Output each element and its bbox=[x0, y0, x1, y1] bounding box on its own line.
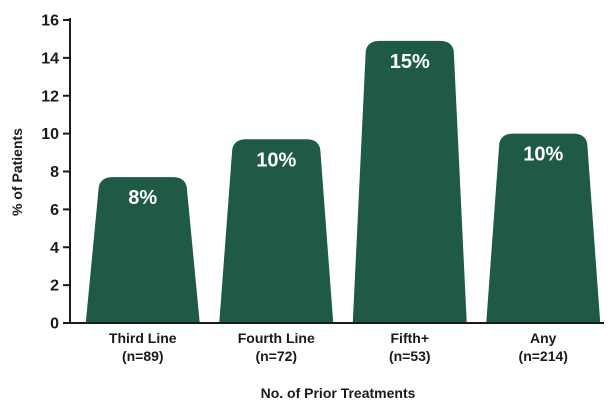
x-axis-category-labels: Third Line (n=89) Fourth Line (n=72) Fifth+ (… bbox=[109, 330, 568, 364]
y-tick-label: 12 bbox=[41, 88, 59, 105]
bar bbox=[219, 139, 334, 323]
x-category-label: Fourth Line bbox=[238, 330, 315, 346]
y-tick-label: 2 bbox=[50, 278, 59, 295]
y-tick-label: 4 bbox=[50, 240, 59, 257]
y-tick-label: 16 bbox=[41, 13, 59, 30]
x-category-sublabel: (n=214) bbox=[519, 348, 568, 364]
y-tick-label: 14 bbox=[41, 50, 59, 67]
x-category-sublabel: (n=53) bbox=[389, 348, 431, 364]
bar-value-label: 8% bbox=[128, 187, 157, 209]
bar bbox=[486, 133, 601, 323]
x-category-label: Third Line bbox=[109, 330, 177, 346]
bar-value-label: 10% bbox=[256, 149, 296, 171]
bar bbox=[352, 40, 467, 324]
y-tick-label: 0 bbox=[50, 316, 59, 333]
data-labels: 8% 10% 15% 10% bbox=[128, 51, 563, 209]
x-category-label: Fifth+ bbox=[391, 330, 430, 346]
bar-value-label: 15% bbox=[390, 51, 430, 73]
y-tick-label: 6 bbox=[50, 202, 59, 219]
x-category-sublabel: (n=72) bbox=[255, 348, 297, 364]
x-axis-title: No. of Prior Treatments bbox=[261, 385, 416, 401]
y-axis-ticks: 0 2 4 6 8 10 12 14 16 bbox=[41, 13, 70, 333]
x-category-sublabel: (n=89) bbox=[122, 348, 164, 364]
x-category-label: Any bbox=[530, 330, 557, 346]
bars bbox=[85, 40, 601, 324]
bar-value-label: 10% bbox=[523, 144, 563, 166]
y-tick-label: 8 bbox=[50, 164, 59, 181]
y-axis-title: % of Patients bbox=[9, 128, 25, 216]
y-tick-label: 10 bbox=[41, 126, 59, 143]
bar bbox=[85, 177, 200, 323]
